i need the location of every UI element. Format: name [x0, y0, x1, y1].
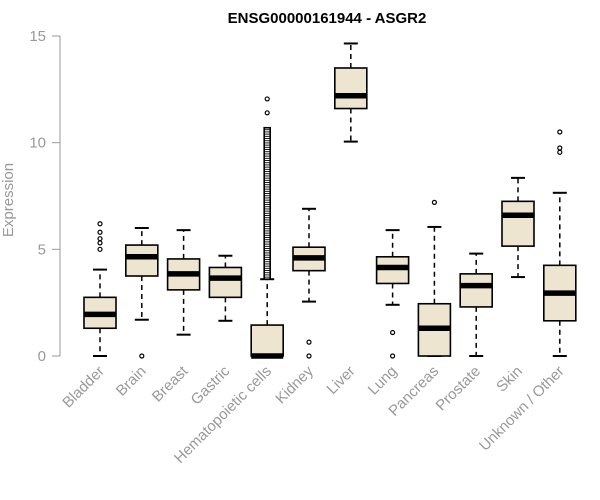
box-breast: [166, 229, 201, 336]
iqr-box: [250, 324, 284, 357]
box-kidney: [292, 207, 326, 359]
outlier-point: [557, 145, 563, 151]
outlier-point: [97, 221, 103, 227]
outlier-point: [97, 229, 103, 235]
outlier-point: [431, 199, 437, 205]
x-tick-label: Breast: [149, 362, 192, 405]
y-tick-label: 10: [29, 135, 46, 152]
outlier-point: [264, 96, 270, 102]
box-skin: [501, 176, 535, 279]
y-axis-label: Expression: [0, 163, 17, 237]
outlier-band: [263, 126, 272, 280]
y-axis: 0 5 10 15: [29, 28, 61, 365]
iqr-box: [459, 273, 494, 308]
outlier-point: [264, 110, 270, 116]
box-lung: [375, 229, 410, 359]
chart-title: ENSG00000161944 - ASGR2: [228, 10, 427, 27]
outlier-point: [97, 246, 103, 252]
box-series: [83, 42, 577, 359]
outlier-point: [139, 353, 145, 359]
outlier-point: [390, 329, 396, 336]
x-tick-label: Kidney: [272, 362, 317, 407]
box-unknown-other: [542, 129, 577, 357]
box-prostate: [459, 252, 494, 357]
x-tick-label: Bladder: [59, 363, 108, 412]
y-tick-label: 15: [29, 28, 46, 45]
outlier-point: [390, 353, 396, 359]
y-tick-label: 5: [38, 241, 46, 258]
outlier-point: [306, 339, 312, 345]
box-bladder: [83, 221, 117, 357]
x-tick-label: Prostate: [432, 363, 484, 415]
iqr-box: [501, 200, 535, 247]
iqr-box: [125, 244, 159, 277]
outlier-point: [97, 236, 103, 242]
x-tick-label: Liver: [324, 363, 359, 398]
y-tick-label: 0: [38, 348, 46, 365]
x-tick-label: Brain: [113, 363, 150, 400]
box-brain: [125, 227, 159, 359]
x-tick-label: Skin: [493, 363, 526, 396]
outlier-point: [557, 129, 563, 135]
outlier-point: [306, 353, 312, 359]
x-tick-label: Lung: [365, 363, 401, 399]
box-gastric: [208, 254, 243, 322]
iqr-box: [333, 67, 368, 110]
outlier-point: [557, 149, 563, 155]
box-liver: [333, 42, 368, 143]
outlier-point: [97, 240, 103, 246]
box-pancreas: [417, 199, 452, 357]
iqr-box: [208, 266, 243, 299]
box-hematopoietic-cells: [250, 96, 284, 359]
